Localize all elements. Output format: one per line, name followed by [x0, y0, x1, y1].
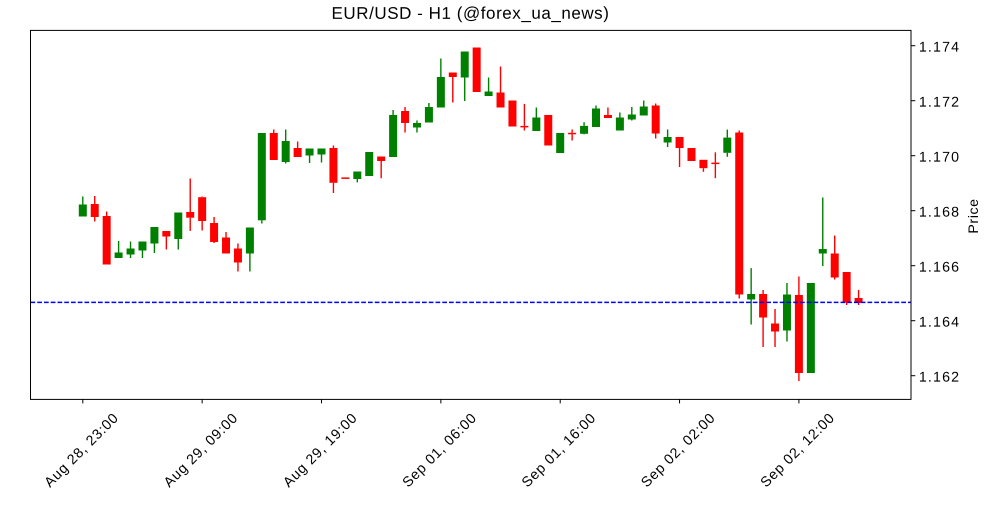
- svg-text:Price: Price: [966, 198, 982, 233]
- svg-text:1.172: 1.172: [919, 95, 960, 111]
- svg-text:1.166: 1.166: [919, 260, 960, 276]
- svg-text:EUR/USD - H1 (@forex_ua_news): EUR/USD - H1 (@forex_ua_news): [332, 4, 610, 23]
- svg-text:1.174: 1.174: [919, 40, 960, 56]
- svg-text:1.168: 1.168: [919, 205, 960, 221]
- svg-text:1.162: 1.162: [919, 370, 960, 386]
- svg-text:1.164: 1.164: [919, 315, 960, 331]
- svg-text:1.170: 1.170: [919, 150, 960, 166]
